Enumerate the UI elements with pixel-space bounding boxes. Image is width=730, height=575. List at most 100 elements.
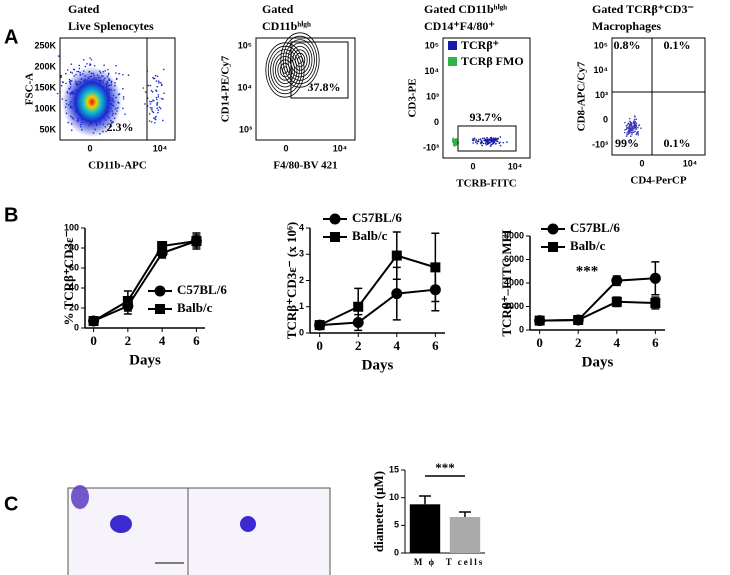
event — [158, 82, 160, 84]
series-line — [319, 254, 436, 327]
event — [90, 58, 93, 61]
y-tick-label: 0 — [299, 327, 304, 337]
marker — [649, 272, 661, 284]
event — [492, 141, 494, 143]
panel-title: Gated — [262, 2, 294, 16]
event — [635, 133, 638, 136]
event — [455, 139, 458, 142]
y-tick-label: 4000 — [504, 277, 524, 287]
legend-marker — [154, 285, 166, 297]
event — [70, 63, 73, 66]
event — [625, 127, 628, 129]
y-tick-label: 200K — [34, 61, 56, 71]
y-axis-label: CD14-PE/Cy7 — [220, 55, 232, 122]
event — [153, 117, 155, 119]
x-tick-label: 0 — [90, 333, 97, 348]
event — [487, 142, 489, 145]
event — [56, 92, 59, 95]
event — [71, 72, 74, 74]
legend-label: C57BL/6 — [177, 282, 227, 297]
gate-label: 0.1% — [664, 136, 691, 150]
marker — [122, 296, 133, 306]
event — [158, 106, 161, 108]
event — [66, 69, 69, 71]
event — [638, 124, 640, 127]
event — [122, 87, 124, 90]
event — [481, 137, 484, 140]
event — [473, 137, 476, 140]
y-tick-label: 0 — [434, 117, 439, 127]
event — [629, 135, 632, 138]
event — [633, 118, 636, 121]
event — [495, 142, 497, 145]
event — [78, 67, 81, 70]
y-tick-label: 2000 — [504, 301, 524, 311]
legend-label: Balb/c — [177, 300, 213, 315]
density — [62, 67, 122, 137]
legend-swatch — [448, 57, 457, 66]
event — [151, 110, 154, 113]
event — [623, 131, 626, 134]
contour — [292, 49, 308, 71]
x-axis-label: CD4-PerCP — [630, 175, 686, 187]
legend-label: TCRβ FMO — [461, 54, 524, 68]
annotation: *** — [576, 263, 599, 279]
event — [480, 140, 483, 143]
event — [150, 108, 153, 111]
event — [632, 131, 635, 134]
y-axis-label: CD8-APC/Cy7 — [576, 61, 588, 131]
event — [472, 139, 475, 142]
y-tick-label: 10³ — [426, 91, 439, 101]
gate-label: 93.7% — [470, 110, 503, 124]
bar — [409, 504, 441, 553]
event — [160, 84, 163, 87]
marker — [611, 296, 622, 307]
series-line — [539, 277, 656, 322]
y-tick-label: 250K — [34, 40, 56, 50]
event — [107, 68, 109, 71]
event — [625, 135, 628, 137]
contour — [280, 32, 320, 88]
plot-frame — [442, 37, 531, 159]
event — [488, 139, 491, 141]
bar — [449, 517, 481, 553]
gate — [457, 125, 517, 152]
x-tick-label: 4 — [614, 335, 621, 350]
event — [502, 141, 505, 144]
event — [127, 74, 130, 77]
plot-frame — [59, 37, 176, 141]
event — [115, 64, 117, 67]
event — [157, 96, 160, 98]
event — [156, 85, 159, 88]
event — [472, 142, 474, 144]
gate — [290, 41, 349, 99]
event — [149, 103, 152, 105]
event — [155, 80, 158, 82]
x-tick-label: M ϕ — [414, 557, 436, 567]
y-tick-label: 10⁵ — [238, 40, 252, 50]
marker — [650, 297, 661, 308]
event — [72, 68, 75, 71]
y-tick-label: 10⁴ — [425, 66, 439, 76]
panel-label: B — [4, 204, 18, 226]
event — [635, 124, 637, 126]
series-line — [539, 300, 656, 322]
contour — [274, 56, 295, 85]
event — [627, 126, 630, 129]
x-tick-label: 10⁴ — [153, 143, 167, 153]
event — [630, 125, 633, 128]
y-tick-label: 10 — [389, 492, 399, 502]
series-line — [93, 240, 197, 322]
panel-title: Live Splenocytes — [68, 19, 154, 33]
y-tick-label: 4 — [299, 222, 304, 232]
gate-label: 0.8% — [614, 38, 641, 52]
event — [624, 128, 626, 131]
marker — [430, 262, 441, 273]
event — [65, 82, 67, 85]
gate-label: 37.8% — [308, 80, 341, 94]
contour — [282, 35, 318, 85]
event — [483, 137, 486, 140]
event — [157, 94, 160, 96]
y-tick-label: -10³ — [592, 139, 608, 149]
